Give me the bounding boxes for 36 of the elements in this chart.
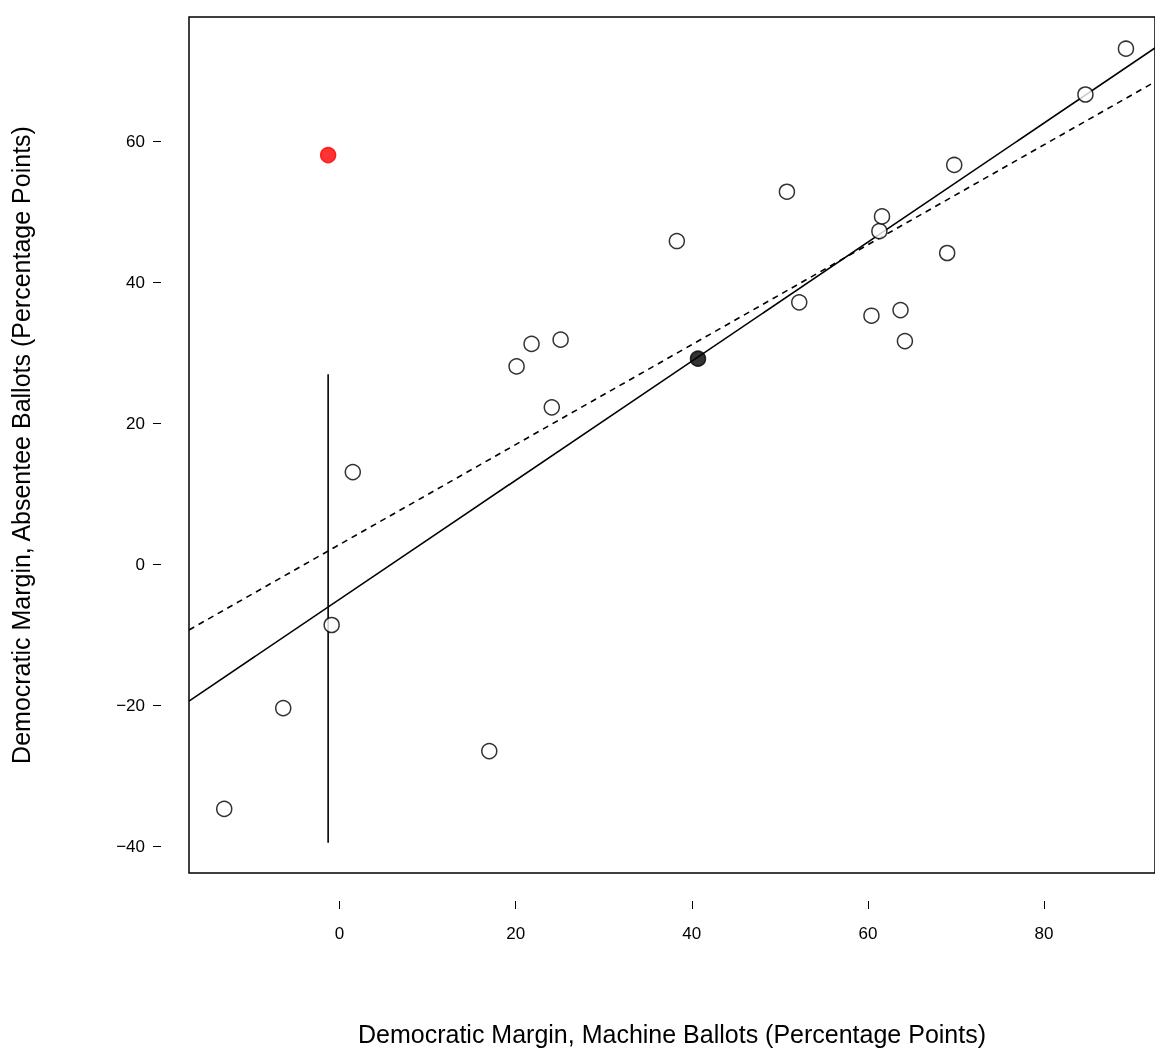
point xyxy=(778,183,796,200)
point xyxy=(945,156,963,174)
point xyxy=(319,146,337,164)
point xyxy=(323,616,340,634)
point xyxy=(863,307,880,324)
x-tick-label: 40 xyxy=(682,924,702,943)
point xyxy=(873,208,891,225)
point xyxy=(481,742,498,760)
point xyxy=(689,350,707,367)
y-tick-label: 60 xyxy=(126,132,145,152)
point xyxy=(892,301,909,319)
point xyxy=(938,244,956,262)
point xyxy=(543,399,561,416)
y-tick-label: 0 xyxy=(135,554,145,574)
x-tick-label: 60 xyxy=(858,924,878,943)
x-tick-label: 0 xyxy=(334,924,345,943)
x-tick-label: 80 xyxy=(1034,924,1054,943)
point xyxy=(791,294,808,311)
y-tick-label: 20 xyxy=(126,414,145,434)
point xyxy=(552,331,569,348)
y-axis-title: Democratic Margin, Absentee Ballots (Percentage Points) xyxy=(6,126,35,764)
point xyxy=(508,358,525,375)
point xyxy=(344,463,362,481)
point xyxy=(871,222,888,240)
y-tick-label: −40 xyxy=(116,836,145,856)
point xyxy=(215,800,233,818)
x-axis-title: Democratic Margin, Machine Ballots (Percentage Points) xyxy=(357,1019,987,1048)
point xyxy=(274,699,292,717)
y-tick-label: −20 xyxy=(116,695,145,715)
point xyxy=(668,232,686,250)
point xyxy=(1077,86,1094,103)
x-tick-label: 20 xyxy=(506,924,526,943)
point xyxy=(896,332,914,350)
point xyxy=(1117,40,1135,57)
y-tick-label: 40 xyxy=(126,273,145,293)
point xyxy=(523,335,540,353)
